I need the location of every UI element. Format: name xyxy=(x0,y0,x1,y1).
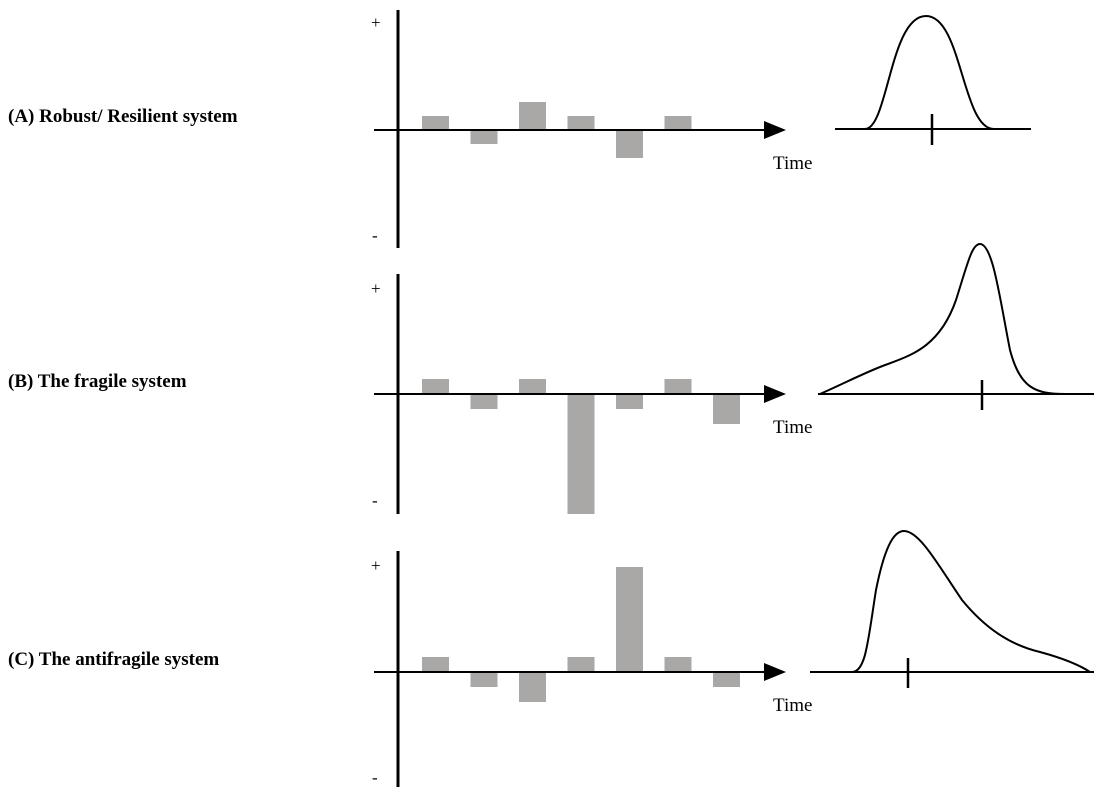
shock-bar xyxy=(470,394,498,409)
panel-robust: (A) Robust/ Resilient system + - Time xyxy=(8,10,1031,248)
shock-bar xyxy=(470,130,498,144)
shock-bar xyxy=(713,672,740,687)
shock-bar xyxy=(713,394,740,424)
shock-bar xyxy=(422,379,449,394)
shock-bar xyxy=(664,657,692,672)
distribution-curve xyxy=(819,242,1066,395)
shock-bar xyxy=(616,567,643,672)
shock-bar xyxy=(664,116,692,130)
shock-bar xyxy=(422,657,449,672)
bar-group xyxy=(422,379,740,514)
bar-group xyxy=(422,102,692,158)
bar-group xyxy=(422,567,740,702)
shock-bar xyxy=(664,379,692,394)
plus-sign: + xyxy=(371,13,381,32)
time-label: Time xyxy=(773,695,812,716)
shock-bar xyxy=(519,672,546,702)
distribution-curve xyxy=(864,14,995,130)
panel-fragile: (B) The fragile system + - Time xyxy=(8,242,1094,514)
shock-bar xyxy=(470,672,498,687)
plus-sign: + xyxy=(371,556,381,575)
shock-bar xyxy=(567,394,595,514)
time-axis-arrowhead xyxy=(764,121,786,139)
shock-bar xyxy=(616,130,643,158)
time-axis-arrowhead xyxy=(764,385,786,403)
shock-bar xyxy=(567,657,595,672)
time-label: Time xyxy=(773,153,812,174)
panel-label-fragile: (B) The fragile system xyxy=(8,371,187,392)
minus-sign: - xyxy=(372,226,378,245)
distribution-curve xyxy=(851,529,1091,673)
time-axis-arrowhead xyxy=(764,663,786,681)
shock-bar xyxy=(519,379,546,394)
panel-antifragile: (C) The antifragile system + - Time xyxy=(8,529,1094,787)
panel-label-antifragile: (C) The antifragile system xyxy=(8,649,219,670)
shock-bar xyxy=(567,116,595,130)
panel-label-robust: (A) Robust/ Resilient system xyxy=(8,106,238,127)
time-label: Time xyxy=(773,417,812,438)
shock-bar xyxy=(422,116,449,130)
shock-bar xyxy=(519,102,546,130)
minus-sign: - xyxy=(372,768,378,787)
plus-sign: + xyxy=(371,279,381,298)
minus-sign: - xyxy=(372,491,378,510)
shock-bar xyxy=(616,394,643,409)
